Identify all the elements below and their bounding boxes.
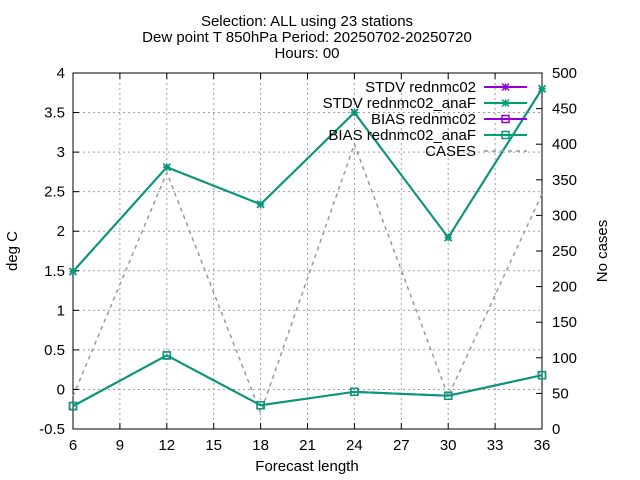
x-tick-label: 9 (116, 437, 124, 454)
data-point (68, 401, 78, 411)
legend-label: BIAS rednmc02 (371, 111, 476, 128)
legend-marker (501, 82, 510, 92)
x-axis-label: Forecast length (255, 458, 358, 475)
y-tick-label: 4 (57, 65, 65, 82)
y-tick-label: 1 (57, 302, 65, 319)
y2-axis-label: No cases (594, 220, 611, 283)
y-tick-label: 3.5 (44, 105, 65, 122)
data-point (162, 351, 172, 360)
y2-tick-label: 250 (552, 243, 577, 260)
y2-tick-label: 400 (552, 136, 577, 153)
x-tick-label: 36 (534, 437, 551, 454)
x-tick-label: 6 (69, 437, 77, 454)
chart-title-line-3: Hours: 00 (274, 45, 339, 62)
y-tick-label: -0.5 (39, 421, 65, 438)
x-tick-label: 24 (346, 437, 363, 454)
legend-entry-cases: CASES (425, 143, 527, 160)
y-tick-label: 2.5 (44, 184, 65, 201)
x-tick-label: 33 (487, 437, 504, 454)
legend-label: CASES (425, 143, 476, 160)
y-tick-label: 0.5 (44, 342, 65, 359)
y-tick-label: 3 (57, 144, 65, 161)
y2-tick-label: 300 (552, 207, 577, 224)
x-tick-label: 18 (252, 437, 269, 454)
series-bias-rednmc02-anaf (68, 351, 547, 411)
x-tick-label: 27 (393, 437, 410, 454)
legend-entry-bias-rednmc02: BIAS rednmc02 (371, 111, 527, 128)
data-point (350, 387, 359, 397)
ticks: 6 9 12 15 18 21 24 27 30 33 36 -0.5 0 0.5 1 1.5 2 2.5 3 3.5… (39, 65, 577, 454)
grid (73, 73, 542, 429)
y2-tick-label: 100 (552, 350, 577, 367)
chart-title-line-1: Selection: ALL using 23 stations (201, 13, 413, 30)
legend-entry-bias-rednmc02-anaf: BIAS rednmc02_anaF (328, 127, 527, 144)
data-point (350, 108, 359, 117)
x-tick-label: 30 (440, 437, 457, 454)
chart-title-line-2: Dew point T 850hPa Period: 20250702-2025… (142, 29, 472, 46)
y-tick-label: 2 (57, 223, 65, 240)
y2-tick-label: 200 (552, 279, 577, 296)
data-point (256, 401, 265, 410)
legend-label: STDV rednmc02_anaF (323, 95, 476, 112)
data-point (537, 370, 547, 380)
y2-tick-label: 500 (552, 65, 577, 82)
legend-label: STDV rednmc02 (365, 79, 476, 96)
data-point (443, 391, 453, 401)
data-point (68, 267, 78, 276)
x-tick-label: 21 (299, 437, 316, 454)
x-tick-label: 15 (205, 437, 222, 454)
y-tick-label: 0 (57, 381, 65, 398)
legend-marker (501, 98, 510, 108)
y2-tick-label: 0 (552, 421, 560, 438)
y2-tick-label: 450 (552, 101, 577, 118)
y2-tick-label: 50 (552, 385, 569, 402)
series-cases (72, 141, 543, 415)
series-bias-rednmc02 (68, 351, 547, 411)
data-point (444, 233, 453, 242)
legend-marker (501, 114, 510, 124)
data-point (537, 84, 547, 93)
data-point (256, 200, 265, 209)
series-line-cases (72, 141, 543, 415)
y2-tick-label: 150 (552, 314, 577, 331)
y-tick-label: 1.5 (44, 263, 65, 280)
series-line-stdv-rednmc02-anaf (72, 88, 543, 273)
series-layer (68, 84, 547, 415)
legend-marker (501, 130, 510, 140)
y2-tick-label: 350 (552, 172, 577, 189)
data-point (162, 163, 171, 172)
legend-entry-stdv-rednmc02: STDV rednmc02 (365, 79, 527, 96)
y-axis-label: deg C (4, 231, 21, 271)
x-tick-label: 12 (158, 437, 175, 454)
series-line-bias-rednmc02-anaf (72, 354, 543, 407)
series-stdv-rednmc02-anaf (68, 84, 547, 276)
legend-label: BIAS rednmc02_anaF (328, 127, 476, 144)
legend-entry-stdv-rednmc02-anaf: STDV rednmc02_anaF (323, 95, 527, 112)
